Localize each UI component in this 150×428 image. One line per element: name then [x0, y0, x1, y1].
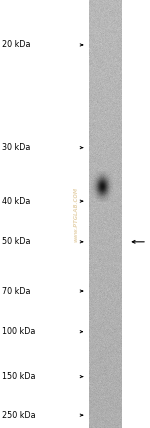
Text: 100 kDa: 100 kDa [2, 327, 35, 336]
Text: 20 kDa: 20 kDa [2, 40, 30, 50]
Text: 250 kDa: 250 kDa [2, 410, 35, 420]
Text: 70 kDa: 70 kDa [2, 286, 30, 296]
Text: 30 kDa: 30 kDa [2, 143, 30, 152]
Text: 40 kDa: 40 kDa [2, 196, 30, 206]
Text: 150 kDa: 150 kDa [2, 372, 35, 381]
Text: 50 kDa: 50 kDa [2, 237, 30, 247]
Text: www.PTGLAB.COM: www.PTGLAB.COM [73, 187, 78, 241]
